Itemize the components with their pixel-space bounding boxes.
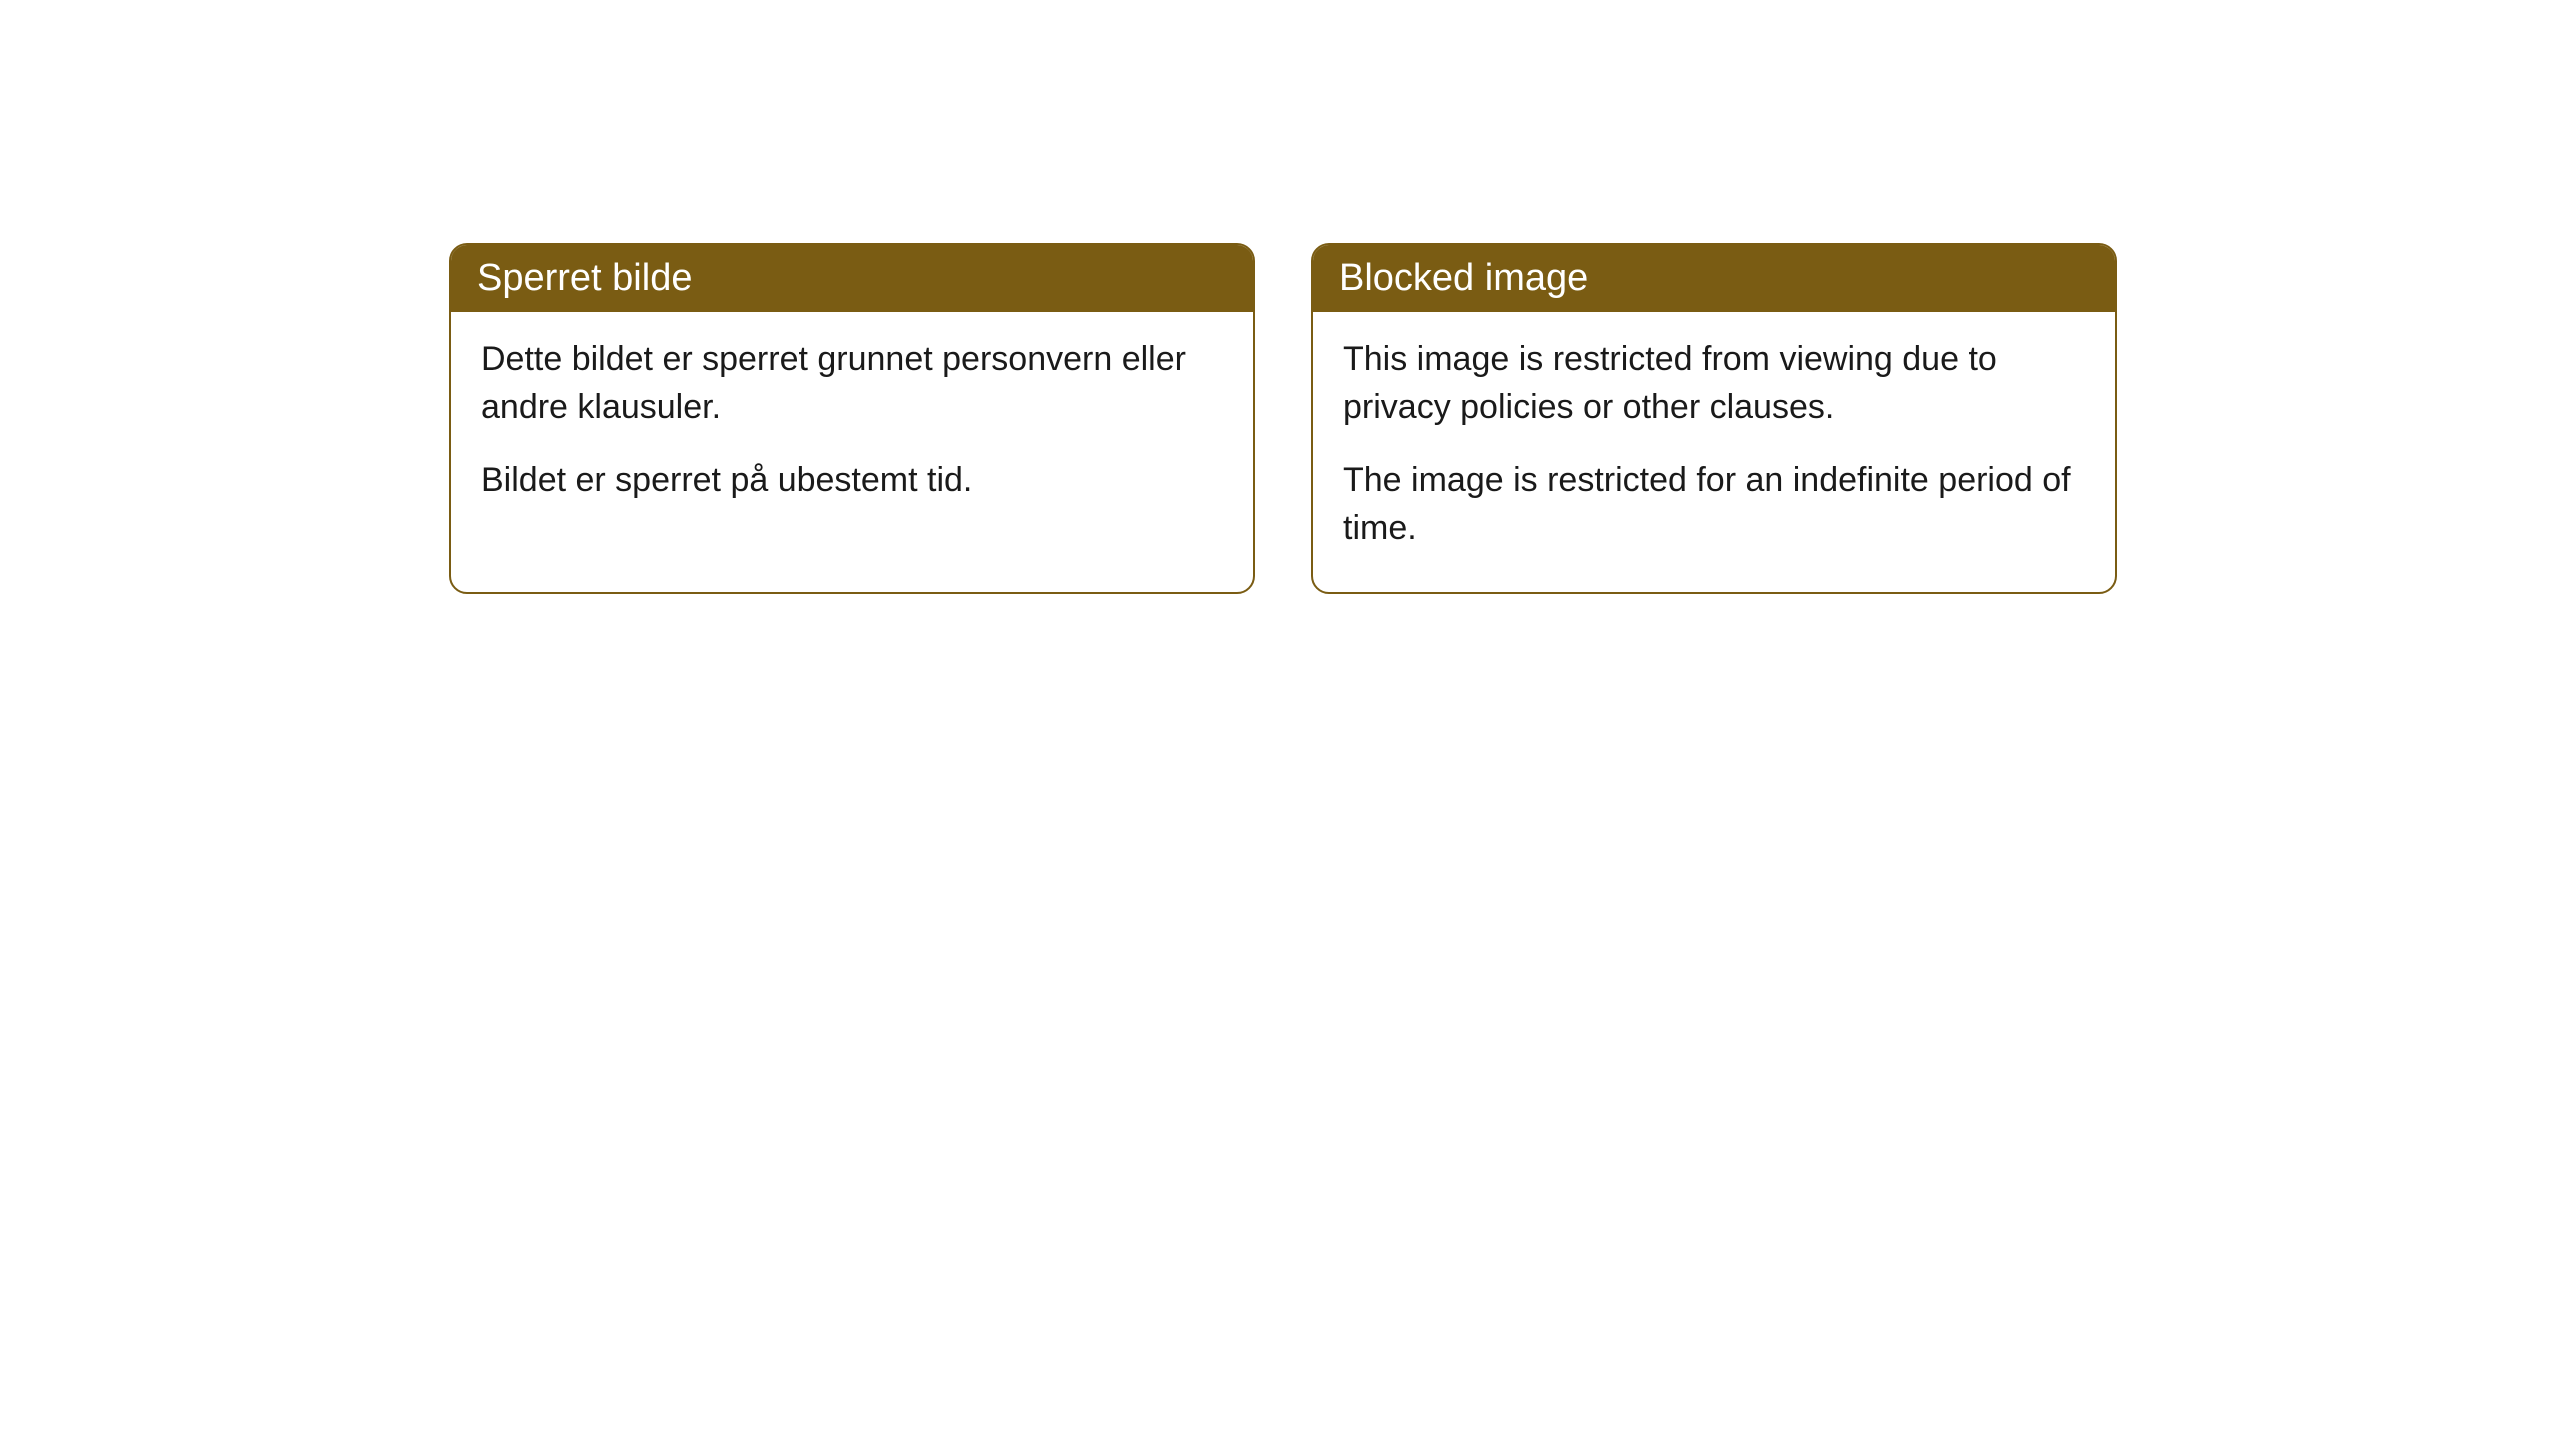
notice-paragraph: Dette bildet er sperret grunnet personve… xyxy=(481,336,1223,431)
card-header: Blocked image xyxy=(1313,245,2115,312)
card-header: Sperret bilde xyxy=(451,245,1253,312)
blocked-image-card-english: Blocked image This image is restricted f… xyxy=(1311,243,2117,594)
notice-paragraph: This image is restricted from viewing du… xyxy=(1343,336,2085,431)
card-body: Dette bildet er sperret grunnet personve… xyxy=(451,312,1253,545)
blocked-image-card-norwegian: Sperret bilde Dette bildet er sperret gr… xyxy=(449,243,1255,594)
notice-cards-container: Sperret bilde Dette bildet er sperret gr… xyxy=(449,243,2117,594)
notice-paragraph: Bildet er sperret på ubestemt tid. xyxy=(481,457,1223,505)
card-body: This image is restricted from viewing du… xyxy=(1313,312,2115,592)
notice-paragraph: The image is restricted for an indefinit… xyxy=(1343,457,2085,552)
